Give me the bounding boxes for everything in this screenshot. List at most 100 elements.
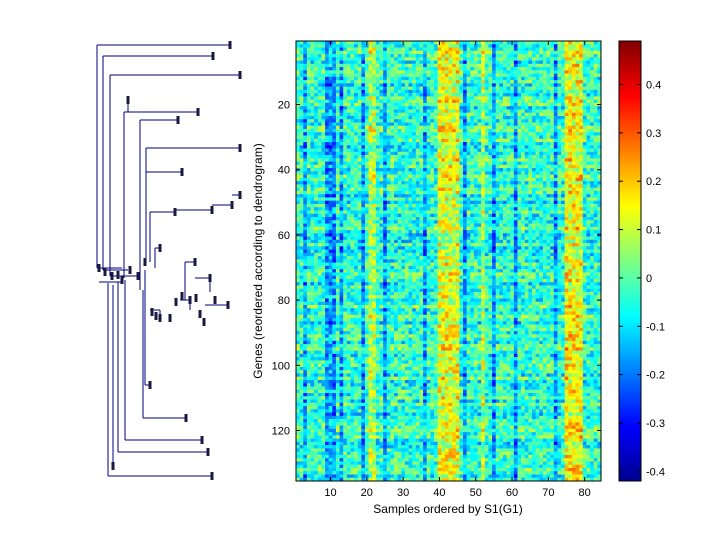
heatmap-cell (430, 181, 435, 185)
heatmap-cell (452, 135, 457, 140)
heatmap-cell (343, 73, 348, 78)
dendrogram-leaf (136, 272, 140, 280)
heatmap-cell (361, 190, 366, 195)
heatmap-cell (542, 80, 547, 84)
heatmap-cell (321, 76, 326, 81)
heatmap-cell (444, 145, 449, 149)
heatmap-cell (444, 125, 449, 130)
heatmap-cell (404, 207, 409, 211)
heatmap-cell (303, 148, 308, 153)
heatmap-cell (539, 184, 544, 189)
heatmap-cell (296, 151, 300, 156)
heatmap-cell (542, 99, 547, 104)
heatmap-cell (419, 187, 424, 192)
heatmap-cell (350, 217, 355, 221)
heatmap-cell (473, 80, 478, 84)
heatmap-cell (357, 132, 362, 136)
heatmap-cell (459, 86, 464, 91)
heatmap-cell (343, 54, 348, 58)
heatmap-cell (539, 73, 544, 78)
heatmap-cell (495, 50, 500, 55)
heatmap-cell (455, 138, 460, 143)
heatmap-cell (404, 102, 409, 107)
heatmap-cell (586, 102, 591, 107)
heatmap-cell (303, 197, 308, 202)
heatmap-cell (390, 155, 395, 159)
heatmap-cell (401, 207, 406, 211)
heatmap-cell (441, 151, 446, 156)
heatmap-cell (459, 158, 464, 162)
heatmap-cell (325, 220, 330, 224)
heatmap-cell (401, 89, 406, 94)
heatmap-cell (325, 190, 330, 195)
heatmap-cell (481, 125, 486, 130)
heatmap-cell (568, 184, 573, 189)
heatmap-cell (401, 158, 406, 162)
heatmap-cell (448, 63, 453, 68)
heatmap-cell (448, 187, 453, 192)
heatmap-cell (364, 177, 369, 182)
heatmap-cell (314, 106, 319, 110)
heatmap-cell (481, 132, 486, 136)
heatmap-cell (364, 93, 369, 97)
dendrogram-leaf (193, 258, 197, 266)
heatmap-cell (506, 207, 511, 211)
heatmap-cell (346, 96, 351, 101)
heatmap-cell (335, 135, 340, 140)
heatmap-cell (332, 217, 337, 221)
heatmap-cell (296, 63, 300, 68)
heatmap-cell (433, 177, 438, 182)
heatmap-cell (299, 50, 304, 55)
heatmap-cell (492, 129, 497, 133)
heatmap-cell (317, 148, 322, 153)
heatmap-cell (550, 96, 555, 101)
heatmap-cell (546, 194, 551, 198)
heatmap-cell (553, 47, 558, 52)
heatmap-cell (354, 197, 359, 202)
heatmap-cell (390, 96, 395, 101)
heatmap-cell (314, 102, 319, 107)
heatmap-cell (575, 57, 580, 61)
heatmap-cell (310, 83, 315, 87)
heatmap-cell (542, 197, 547, 202)
heatmap-cell (299, 67, 304, 71)
heatmap-cell (375, 47, 380, 52)
heatmap-cell (303, 54, 308, 58)
heatmap-cell (364, 125, 369, 130)
heatmap-cell (430, 93, 435, 97)
heatmap-cell (375, 155, 380, 159)
heatmap-cell (481, 63, 486, 68)
heatmap-cell (557, 161, 562, 166)
heatmap-cell (539, 125, 544, 130)
heatmap-cell (539, 86, 544, 91)
heatmap-cell (303, 109, 308, 114)
heatmap-cell (470, 220, 475, 224)
heatmap-cell (299, 207, 304, 211)
heatmap-cell (408, 135, 413, 140)
heatmap-cell (379, 102, 384, 107)
heatmap-cell (361, 99, 366, 104)
heatmap-cell (448, 102, 453, 107)
heatmap-cell (492, 47, 497, 52)
heatmap-cell (310, 220, 315, 224)
heatmap-cell (571, 161, 576, 166)
heatmap-cell (448, 226, 453, 231)
heatmap-cell (419, 142, 424, 146)
heatmap-cell (539, 70, 544, 74)
heatmap-cell (437, 220, 442, 224)
heatmap-cell (513, 187, 518, 192)
heatmap-cell (470, 132, 475, 136)
heatmap-cell (466, 86, 471, 91)
heatmap-cell (335, 203, 340, 208)
heatmap-cell (303, 207, 308, 211)
heatmap-cell (571, 93, 576, 97)
heatmap-cell (346, 194, 351, 198)
heatmap-cell (488, 207, 493, 211)
heatmap-cell (412, 184, 417, 189)
heatmap-cell (354, 207, 359, 211)
heatmap-cell (397, 50, 402, 55)
heatmap-cell (484, 122, 489, 127)
heatmap-cell (586, 119, 591, 123)
heatmap-cell (332, 190, 337, 195)
heatmap-cell (586, 109, 591, 114)
